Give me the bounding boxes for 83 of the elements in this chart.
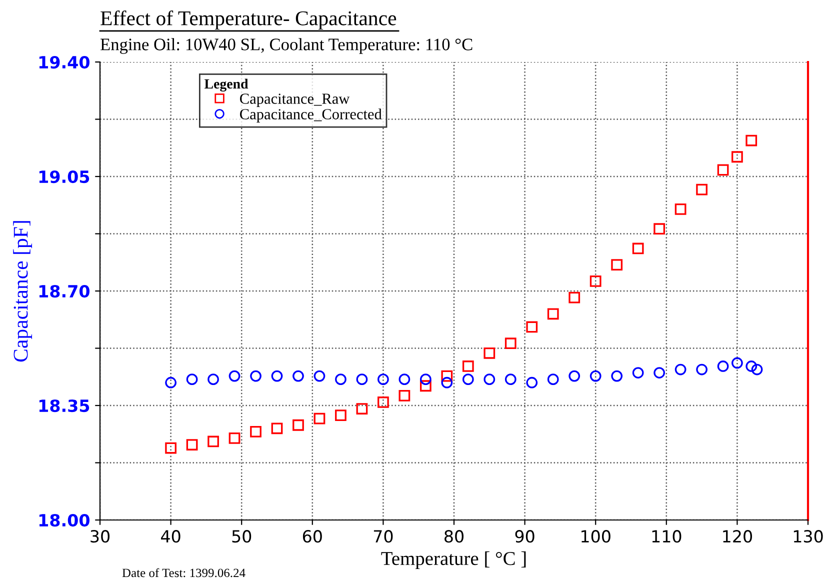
point xyxy=(674,204,686,215)
x-tick-label: 60 xyxy=(302,530,322,543)
point xyxy=(674,364,686,376)
point xyxy=(335,374,346,386)
x-tick-label: 30 xyxy=(90,530,110,543)
point xyxy=(732,357,743,369)
point xyxy=(568,292,580,304)
point xyxy=(335,410,346,422)
point xyxy=(696,184,708,196)
y-axis-title: Capacitance [pF] xyxy=(13,221,32,362)
point xyxy=(378,374,389,386)
point xyxy=(441,370,453,382)
point xyxy=(632,367,644,378)
legend-label: Capacitance_Raw xyxy=(240,94,350,107)
point xyxy=(484,374,496,386)
point xyxy=(611,370,623,382)
point xyxy=(208,374,219,386)
point xyxy=(526,376,538,388)
y-tick-label: 19.05 xyxy=(39,170,90,184)
x-tick-label: 130 xyxy=(794,530,823,543)
point xyxy=(165,442,176,454)
point xyxy=(356,374,368,386)
point xyxy=(568,370,580,382)
point xyxy=(484,347,496,359)
x-axis-title: Temperature [ °C ] xyxy=(381,551,526,570)
point xyxy=(462,374,474,386)
point xyxy=(378,396,389,408)
point xyxy=(611,259,623,271)
x-tick-label: 40 xyxy=(161,530,180,543)
x-tick-label: 100 xyxy=(582,530,610,543)
point xyxy=(746,134,758,146)
point xyxy=(186,439,198,450)
point xyxy=(654,223,666,235)
point xyxy=(746,360,758,372)
point xyxy=(590,275,602,287)
point xyxy=(590,370,602,382)
chart-subtitle: Engine Oil: 10W40 SL, Coolant Temperature: 110 °C xyxy=(100,38,472,54)
point xyxy=(504,338,516,350)
point xyxy=(271,370,283,382)
y-tick-label: 19.40 xyxy=(39,56,90,69)
x-tick-label: 120 xyxy=(723,530,752,543)
point xyxy=(250,426,262,438)
point xyxy=(717,360,729,372)
point xyxy=(462,360,474,372)
point xyxy=(228,370,240,382)
y-tick-label: 18.70 xyxy=(39,284,90,298)
x-tick-label: 50 xyxy=(232,530,252,543)
text: Date of Test: 1399.06.24 xyxy=(122,568,246,578)
point xyxy=(186,374,198,386)
point xyxy=(314,370,326,382)
point xyxy=(632,242,644,254)
y-tick-label: 18.35 xyxy=(39,399,90,412)
x-tick-label: 90 xyxy=(515,530,534,543)
point xyxy=(292,419,304,431)
point xyxy=(547,308,559,320)
point xyxy=(271,422,283,434)
text: 18.00 xyxy=(39,514,90,527)
legend-label: Capacitance_Corrected xyxy=(240,108,382,122)
point xyxy=(398,390,410,402)
point xyxy=(165,376,176,388)
point xyxy=(356,403,368,414)
point xyxy=(420,374,432,386)
point xyxy=(732,151,743,163)
point xyxy=(250,370,262,382)
chart-title: Effect of Temperature- Capacitance xyxy=(100,10,396,30)
point xyxy=(547,374,559,386)
point xyxy=(314,412,326,424)
x-tick-label: 70 xyxy=(374,530,393,543)
legend-title: Legend xyxy=(204,78,248,92)
point xyxy=(654,367,666,378)
point xyxy=(504,374,516,386)
point xyxy=(292,370,304,382)
x-tick-label: 110 xyxy=(652,530,682,543)
point xyxy=(208,436,219,448)
point xyxy=(751,364,763,376)
point xyxy=(420,380,432,392)
point xyxy=(696,364,708,376)
x-tick-label: 80 xyxy=(444,530,464,543)
point xyxy=(526,321,538,333)
point xyxy=(717,164,729,176)
point xyxy=(228,432,240,444)
point xyxy=(398,374,410,386)
point xyxy=(441,376,453,388)
